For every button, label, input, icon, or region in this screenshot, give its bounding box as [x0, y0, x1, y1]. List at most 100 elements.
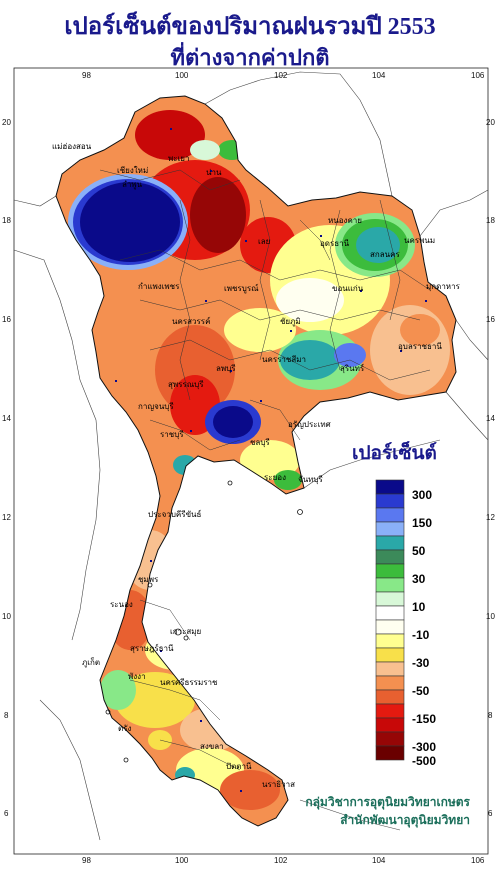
- legend-swatch: [375, 507, 405, 523]
- bottom-tick-100: 100: [175, 856, 189, 865]
- place-label: เชียงใหม่: [117, 166, 149, 175]
- legend-label: 150: [412, 516, 433, 530]
- legend-swatch: [375, 591, 405, 607]
- legend-label: -150: [412, 712, 437, 726]
- legend-swatch: [375, 675, 405, 691]
- credit-line1: กลุ่มวิชาการอุตุนิยมวิทยาเกษตร: [305, 795, 470, 809]
- legend-swatch: [375, 745, 405, 761]
- place-label: แม่ฮ่องสอน: [52, 142, 92, 151]
- left-tick-10: 10: [2, 612, 11, 621]
- legend-swatch: [375, 479, 405, 495]
- legend-swatch: [375, 619, 405, 635]
- bottom-tick-106: 106: [471, 856, 485, 865]
- place-label: ชลบุรี: [250, 438, 270, 447]
- legend-label: 50: [412, 544, 426, 558]
- credit-line2: สำนักพัฒนาอุตุนิยมวิทยา: [340, 813, 470, 827]
- legend-swatch: [375, 689, 405, 705]
- bottom-tick-104: 104: [372, 856, 386, 865]
- legend-swatch: [375, 633, 405, 649]
- place-label: ขอนแก่น: [332, 284, 364, 293]
- place-label: หนองคาย: [328, 216, 362, 225]
- place-label: สุรินทร์: [340, 364, 365, 373]
- right-tick-6: 6: [488, 809, 493, 818]
- legend-swatch: [375, 577, 405, 593]
- top-tick-104: 104: [372, 71, 386, 80]
- place-label: อุบลราชธานี: [398, 342, 442, 351]
- place-label: พังงา: [128, 672, 146, 681]
- place-label: ภูเก็ต: [82, 658, 101, 667]
- legend-title: เปอร์เซ็นต์: [352, 443, 437, 464]
- place-label: สุราษฎร์ธานี: [130, 644, 174, 653]
- legend-swatch: [375, 647, 405, 663]
- legend-swatch: [375, 535, 405, 551]
- left-tick-14: 14: [2, 414, 11, 423]
- right-tick-10: 10: [486, 612, 495, 621]
- legend-color-scale: [375, 479, 405, 761]
- bottom-tick-102: 102: [274, 856, 288, 865]
- right-tick-18: 18: [486, 216, 495, 225]
- place-label: ราชบุรี: [160, 430, 184, 439]
- place-label: จันทบุรี: [298, 475, 323, 484]
- legend-label: -30: [412, 656, 430, 670]
- right-tick-14: 14: [486, 414, 495, 423]
- legend-label: -50: [412, 684, 430, 698]
- top-tick-106: 106: [471, 71, 485, 80]
- legend-label: 10: [412, 600, 426, 614]
- legend-label: 30: [412, 572, 426, 586]
- legend-swatch: [375, 703, 405, 719]
- legend-label: -300: [412, 740, 437, 754]
- legend-swatch: [375, 717, 405, 733]
- legend-label: -10: [412, 628, 430, 642]
- left-tick-6: 6: [4, 809, 9, 818]
- place-label: ลพบุรี: [216, 364, 236, 373]
- place-label: กาญจนบุรี: [138, 402, 174, 411]
- place-label: เลย: [258, 237, 271, 246]
- place-label: ตรัง: [118, 724, 132, 733]
- place-label: ลำพูน: [122, 180, 143, 189]
- right-tick-16: 16: [486, 315, 495, 324]
- place-label: ระนอง: [110, 600, 133, 609]
- place-label: พะเยา: [168, 154, 190, 163]
- place-label: นครพนม: [404, 236, 436, 245]
- top-tick-98: 98: [82, 71, 91, 80]
- legend-swatch: [375, 563, 405, 579]
- left-tick-20: 20: [2, 118, 11, 127]
- left-tick-18: 18: [2, 216, 11, 225]
- legend-swatch: [375, 521, 405, 537]
- place-label: ประจวบคีรีขันธ์: [148, 510, 202, 519]
- place-label: ระยอง: [264, 473, 286, 482]
- legend-swatch: [375, 605, 405, 621]
- legend-swatch: [375, 493, 405, 509]
- place-label: ปัตตานี: [226, 762, 252, 771]
- place-label: นครศรีธรรมราช: [160, 678, 218, 687]
- top-tick-102: 102: [274, 71, 288, 80]
- place-label: น่าน: [206, 168, 222, 177]
- map-title-line2: ที่ต่างจากค่าปกติ: [170, 45, 330, 70]
- legend-label: -500: [412, 754, 437, 768]
- legend-swatch: [375, 661, 405, 677]
- legend-swatch: [375, 549, 405, 565]
- place-label: มุกดาหาร: [426, 282, 460, 291]
- bottom-tick-98: 98: [82, 856, 91, 865]
- left-tick-8: 8: [4, 711, 9, 720]
- place-label: ชุมพร: [138, 575, 159, 584]
- place-label: สงขลา: [200, 742, 224, 751]
- place-label: สุพรรณบุรี: [168, 380, 204, 389]
- right-tick-8: 8: [488, 711, 493, 720]
- left-tick-12: 12: [2, 513, 11, 522]
- place-label: ชัยภูมิ: [280, 317, 301, 326]
- right-tick-20: 20: [486, 118, 495, 127]
- place-label: สกลนคร: [370, 250, 400, 259]
- top-tick-100: 100: [175, 71, 189, 80]
- map-title-line1: เปอร์เซ็นต์ของปริมาณฝนรวมปี 2553: [64, 14, 436, 40]
- legend-swatch: [375, 731, 405, 747]
- place-label: นครสวรรค์: [172, 317, 211, 326]
- place-label: นราธิวาส: [262, 780, 296, 789]
- place-label: นครราชสีมา: [262, 355, 306, 364]
- legend-label: 300: [412, 488, 433, 502]
- place-label: เพชรบูรณ์: [224, 284, 259, 293]
- place-label: อรัญประเทศ: [288, 420, 331, 429]
- place-label: เกาะสมุย: [170, 627, 202, 636]
- place-label: อุดรธานี: [320, 239, 350, 248]
